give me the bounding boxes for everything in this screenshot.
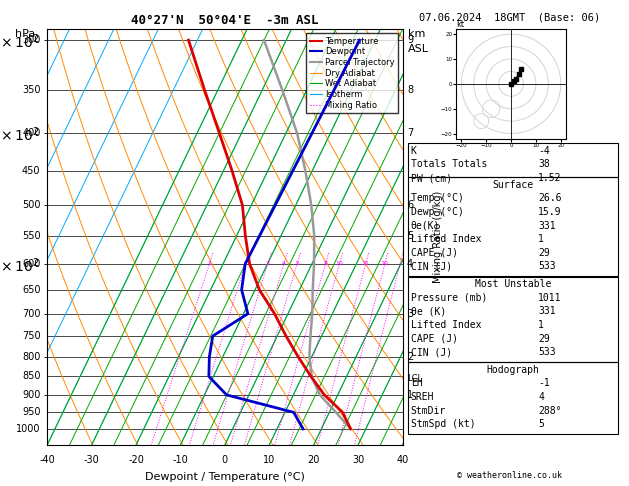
- Text: 850: 850: [22, 371, 40, 382]
- Text: CIN (J): CIN (J): [411, 347, 452, 357]
- Text: 350: 350: [22, 85, 40, 95]
- Text: θe(K): θe(K): [411, 221, 440, 231]
- Text: θe (K): θe (K): [411, 306, 446, 316]
- Text: 3: 3: [407, 309, 413, 319]
- Text: -10: -10: [172, 455, 188, 465]
- Text: 1000: 1000: [16, 424, 40, 434]
- Text: 2: 2: [243, 261, 247, 266]
- Text: 8: 8: [323, 261, 328, 266]
- Text: 5: 5: [407, 231, 413, 241]
- Text: 20: 20: [308, 455, 320, 465]
- Text: 15.9: 15.9: [538, 207, 562, 217]
- Text: Lifted Index: Lifted Index: [411, 234, 481, 244]
- Text: 500: 500: [22, 200, 40, 210]
- Text: 10: 10: [336, 261, 343, 266]
- Text: 0: 0: [222, 455, 228, 465]
- Text: 38: 38: [538, 159, 550, 170]
- Text: 450: 450: [22, 166, 40, 176]
- Text: 331: 331: [538, 221, 556, 231]
- Text: 331: 331: [538, 306, 556, 316]
- Text: Lifted Index: Lifted Index: [411, 320, 481, 330]
- Text: Most Unstable: Most Unstable: [475, 279, 551, 289]
- Text: 3: 3: [265, 261, 270, 266]
- Text: Totals Totals: Totals Totals: [411, 159, 487, 170]
- Text: 1: 1: [208, 261, 211, 266]
- Text: Temp (°C): Temp (°C): [411, 193, 464, 204]
- Text: © weatheronline.co.uk: © weatheronline.co.uk: [457, 471, 562, 480]
- Text: Surface: Surface: [493, 180, 533, 190]
- Text: 8: 8: [407, 85, 413, 95]
- Text: StmSpd (kt): StmSpd (kt): [411, 419, 476, 429]
- Text: 288°: 288°: [538, 406, 562, 416]
- Text: 300: 300: [22, 35, 40, 45]
- Text: 7: 7: [407, 128, 413, 138]
- Text: 533: 533: [538, 347, 556, 357]
- Text: 1: 1: [407, 390, 413, 400]
- Text: EH: EH: [411, 379, 423, 388]
- Text: 4: 4: [282, 261, 286, 266]
- Text: 750: 750: [22, 331, 40, 341]
- Text: 30: 30: [352, 455, 364, 465]
- Text: -30: -30: [84, 455, 99, 465]
- Text: 533: 533: [538, 261, 556, 272]
- Text: CIN (J): CIN (J): [411, 261, 452, 272]
- Text: 1: 1: [538, 234, 544, 244]
- Text: 6: 6: [407, 200, 413, 210]
- Legend: Temperature, Dewpoint, Parcel Trajectory, Dry Adiabat, Wet Adiabat, Isotherm, Mi: Temperature, Dewpoint, Parcel Trajectory…: [306, 34, 398, 113]
- Text: 15: 15: [362, 261, 370, 266]
- Text: -40: -40: [39, 455, 55, 465]
- Text: 650: 650: [22, 285, 40, 295]
- Text: kt: kt: [457, 20, 464, 29]
- Text: 700: 700: [22, 309, 40, 319]
- Text: 950: 950: [22, 407, 40, 417]
- Text: 10: 10: [263, 455, 276, 465]
- Text: Dewp (°C): Dewp (°C): [411, 207, 464, 217]
- Text: 26.6: 26.6: [538, 193, 562, 204]
- Text: 400: 400: [22, 128, 40, 138]
- Text: -1: -1: [538, 379, 550, 388]
- Text: 4: 4: [407, 259, 413, 269]
- Text: 1: 1: [538, 320, 544, 330]
- Text: StmDir: StmDir: [411, 406, 446, 416]
- Text: 5: 5: [538, 419, 544, 429]
- Text: 4: 4: [538, 392, 544, 402]
- Text: 9: 9: [407, 35, 413, 45]
- Text: Mixing Ratio (g/kg): Mixing Ratio (g/kg): [433, 191, 443, 283]
- Text: 20: 20: [381, 261, 389, 266]
- Text: Hodograph: Hodograph: [486, 365, 540, 375]
- Title: 40°27'N  50°04'E  -3m ASL: 40°27'N 50°04'E -3m ASL: [131, 14, 319, 27]
- Text: 550: 550: [22, 231, 40, 241]
- Text: 29: 29: [538, 333, 550, 344]
- Text: ASL: ASL: [408, 44, 429, 54]
- Text: 40: 40: [396, 455, 409, 465]
- Text: CAPE (J): CAPE (J): [411, 248, 458, 258]
- Text: PW (cm): PW (cm): [411, 173, 452, 183]
- Text: LCL: LCL: [407, 374, 422, 383]
- Text: SREH: SREH: [411, 392, 434, 402]
- Text: K: K: [411, 146, 416, 156]
- Text: 1.52: 1.52: [538, 173, 562, 183]
- Text: 07.06.2024  18GMT  (Base: 06): 07.06.2024 18GMT (Base: 06): [419, 12, 600, 22]
- Text: 1011: 1011: [538, 293, 562, 303]
- Text: Dewpoint / Temperature (°C): Dewpoint / Temperature (°C): [145, 472, 305, 482]
- Text: 2: 2: [407, 352, 413, 362]
- Text: 600: 600: [22, 259, 40, 269]
- Text: -4: -4: [538, 146, 550, 156]
- Text: 29: 29: [538, 248, 550, 258]
- Text: 900: 900: [22, 390, 40, 400]
- Text: 5: 5: [295, 261, 299, 266]
- Text: Pressure (mb): Pressure (mb): [411, 293, 487, 303]
- Text: CAPE (J): CAPE (J): [411, 333, 458, 344]
- Text: km: km: [408, 29, 425, 39]
- Text: 800: 800: [22, 352, 40, 362]
- Text: hPa: hPa: [15, 29, 35, 39]
- Text: -20: -20: [128, 455, 144, 465]
